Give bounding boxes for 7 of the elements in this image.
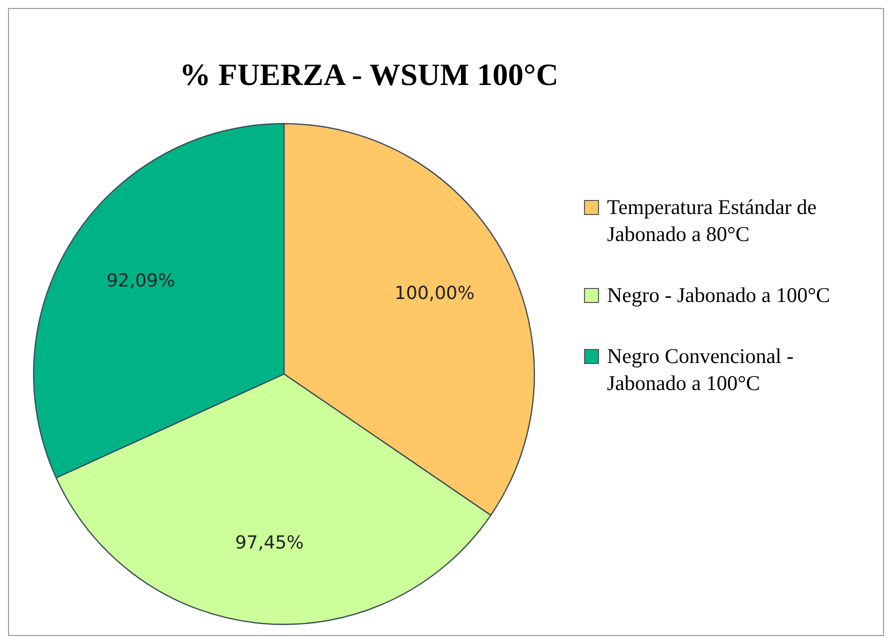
legend-label: Temperatura Estándar de Jabonado a 80°C [607,194,818,248]
legend-label: Negro Convencional - Jabonado a 100°C [607,343,795,397]
data-label: 100,00% [394,283,475,304]
legend-label: Negro - Jabonado a 100°C [607,282,830,309]
chart-title: % FUERZA - WSUM 100°C [178,57,560,93]
data-label: 97,45% [235,532,304,554]
data-label: 92,09% [106,270,176,292]
